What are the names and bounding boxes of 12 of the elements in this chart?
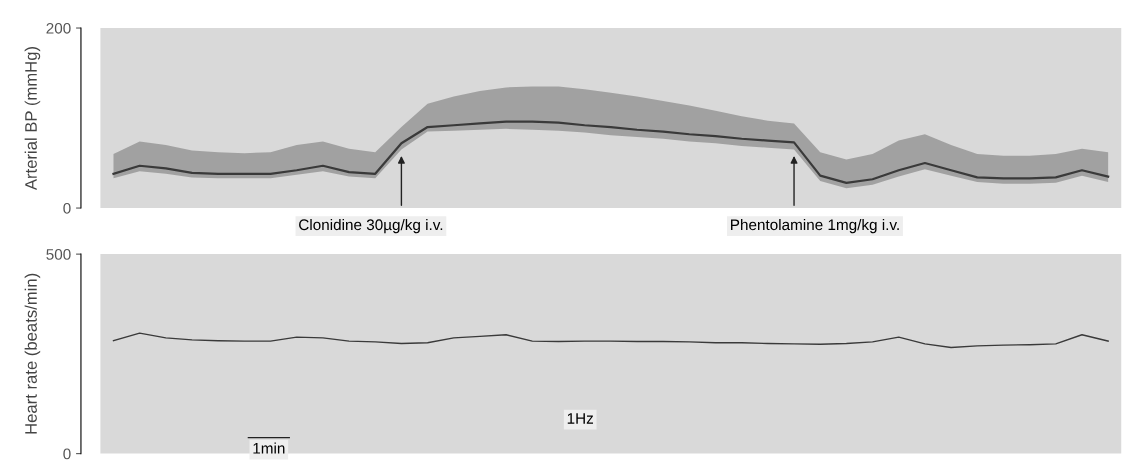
y-tick-label: 500 xyxy=(46,248,71,260)
line-series xyxy=(112,120,1110,184)
annotation: 1Hz xyxy=(567,413,594,424)
y-axis-title: Arterial BP (mmHg) xyxy=(24,46,41,191)
y-tick-label: 0 xyxy=(63,202,71,214)
y-tick-label: 200 xyxy=(46,22,71,34)
text: Phentolamine 1mg/kg i.v. xyxy=(731,218,899,234)
y-axis-title: Heart rate (beats/min) xyxy=(24,273,41,434)
line-series xyxy=(112,332,1109,349)
annotation: 1min xyxy=(253,442,285,454)
text: Clonidine 30µg/kg i.v. xyxy=(299,218,443,234)
y-tick-label: 0 xyxy=(63,448,71,460)
